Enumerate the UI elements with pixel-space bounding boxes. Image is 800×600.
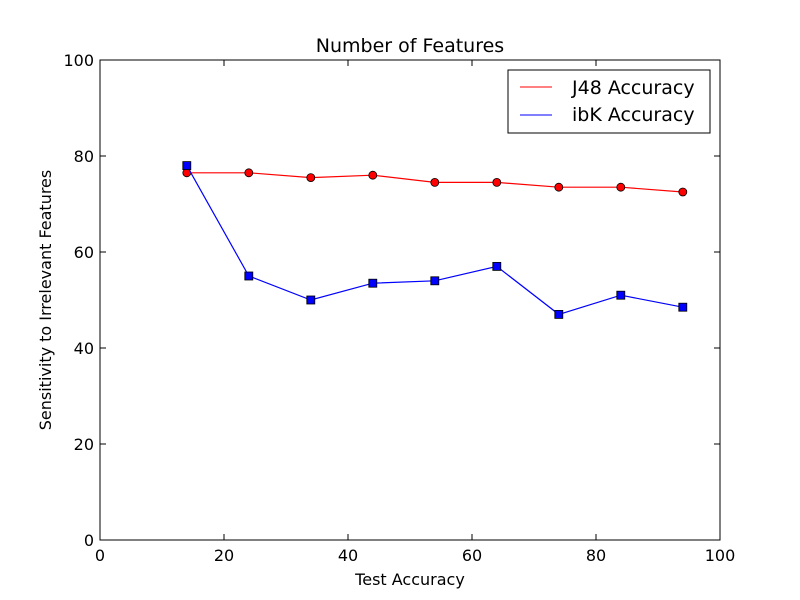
legend-box — [507, 69, 711, 134]
data-point — [244, 271, 254, 281]
y-tick-label: 20 — [74, 435, 94, 454]
data-point — [616, 182, 626, 192]
data-point — [430, 177, 440, 187]
y-tick-label: 40 — [74, 339, 94, 358]
data-point — [678, 187, 688, 197]
data-point — [492, 177, 502, 187]
data-point — [554, 182, 564, 192]
y-axis-label: Sensitivity to Irrelevant Features — [36, 170, 55, 430]
x-tick-label: 100 — [705, 546, 736, 565]
y-tick-label: 80 — [74, 147, 94, 166]
legend-label-j48: J48 Accuracy — [571, 77, 695, 99]
y-tick-label: 60 — [74, 243, 94, 262]
data-point — [368, 170, 378, 180]
y-tick-label: 0 — [84, 531, 94, 550]
x-tick-label: 80 — [586, 546, 606, 565]
data-point — [306, 173, 316, 183]
series-layer — [182, 161, 688, 319]
legend-label-ibk: ibK Accuracy — [572, 104, 695, 126]
x-tick-label: 20 — [214, 546, 234, 565]
series-ibk — [182, 161, 688, 319]
data-point — [430, 276, 440, 286]
data-point — [244, 168, 254, 178]
data-point — [616, 290, 626, 300]
series-j48 — [182, 168, 688, 197]
x-tick-label: 40 — [338, 546, 358, 565]
data-point — [678, 302, 688, 312]
data-point — [492, 261, 502, 271]
data-point — [554, 309, 564, 319]
x-axis-label: Test Accuracy — [354, 570, 465, 589]
data-point — [182, 161, 192, 171]
data-point — [368, 278, 378, 288]
chart-title: Number of Features — [316, 35, 504, 57]
legend: J48 Accuracy ibK Accuracy — [507, 69, 711, 134]
x-tick-label: 0 — [95, 546, 105, 565]
data-point — [306, 295, 316, 305]
x-tick-label: 60 — [462, 546, 482, 565]
plot-frame — [99, 59, 721, 541]
y-tick-label: 100 — [63, 51, 94, 70]
tick-layer: 0 20 40 60 80 100 0 20 40 60 80 100 — [63, 51, 735, 565]
